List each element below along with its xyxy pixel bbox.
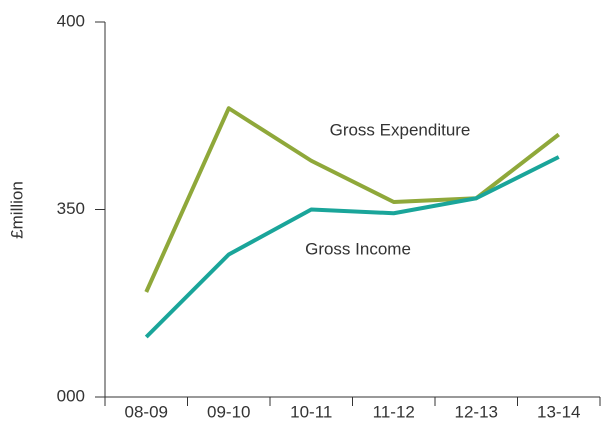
series-line bbox=[144, 155, 560, 339]
series-line bbox=[144, 106, 560, 293]
x-tick-label: 10-11 bbox=[290, 402, 332, 421]
x-tick-label: 13-14 bbox=[537, 402, 580, 421]
y-tick-label: 400 bbox=[57, 11, 85, 30]
y-tick-label: 000 bbox=[57, 386, 85, 405]
y-tick-label: 350 bbox=[57, 199, 85, 218]
series-label: Gross Income bbox=[305, 239, 411, 258]
x-tick-label: 12-13 bbox=[455, 402, 498, 421]
x-tick-label: 09-10 bbox=[207, 402, 250, 421]
y-axis-label: £million bbox=[7, 181, 26, 239]
x-tick-label: 11-12 bbox=[373, 402, 415, 421]
series-label: Gross Expenditure bbox=[330, 120, 471, 139]
x-tick-label: 08-09 bbox=[125, 402, 168, 421]
